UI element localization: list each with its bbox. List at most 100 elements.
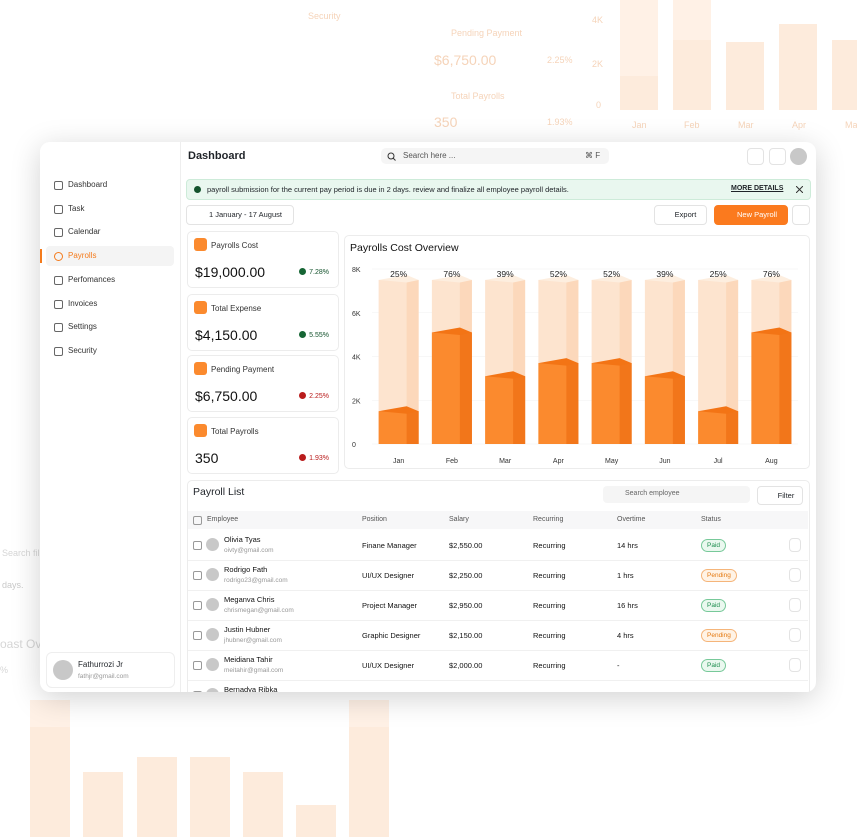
employee-avatar	[206, 628, 219, 641]
nav-item[interactable]: Calendar	[46, 222, 174, 242]
nav-item[interactable]: Security	[46, 341, 174, 361]
bar-annotation: 52%	[550, 269, 567, 279]
status-badge: Pending	[701, 629, 737, 642]
search-shortcut: ⌘ F	[585, 151, 601, 160]
row-menu[interactable]	[789, 658, 801, 672]
status-badge: Pending	[701, 569, 737, 582]
column-header[interactable]: Overtime	[617, 516, 646, 523]
nav-item[interactable]: Task	[46, 199, 174, 219]
salary: $2,950.00	[449, 601, 483, 610]
table-row: Justin Hubner jhubner@gmail.com Graphic De…	[188, 620, 808, 651]
bar-annotation: 39%	[656, 269, 673, 279]
table-row: Meganva Chris chrismegan@gmail.com Project…	[188, 590, 808, 621]
alert-link[interactable]: MORE DETAILS	[731, 185, 784, 192]
stat-change: 5.55%	[299, 331, 329, 339]
export-button[interactable]: Export	[654, 205, 707, 225]
status-badge: Paid	[701, 539, 727, 552]
nav-item[interactable]: Payrolls	[40, 246, 174, 267]
row-checkbox[interactable]	[193, 541, 202, 550]
alert-close[interactable]	[796, 186, 803, 193]
date-range-button[interactable]: 1 January - 17 August	[186, 205, 294, 225]
user-name: Fathurrozi Jr	[78, 660, 123, 669]
x-tick-label: May	[605, 458, 619, 465]
x-tick-label: Mar	[499, 458, 512, 465]
chart-title: Payrolls Cost Overview	[350, 242, 459, 254]
column-header[interactable]: Position	[362, 516, 387, 523]
recurring: Recurring	[533, 631, 566, 640]
employee-name: Justin Hubner	[224, 625, 271, 634]
salary: $2,550.00	[449, 541, 483, 550]
stat-icon	[194, 362, 207, 375]
bg-text: Pending Payment	[451, 28, 523, 38]
bar-top	[378, 274, 419, 283]
user-avatar	[53, 660, 73, 680]
row-checkbox[interactable]	[193, 571, 202, 580]
nav-item[interactable]: Dashboard	[46, 175, 174, 195]
user-card[interactable]: Fathurrozi Jr fathjr@gmail.com	[46, 652, 175, 688]
filter-label: Filter	[777, 491, 795, 500]
search-placeholder: Search here ...	[403, 151, 456, 160]
select-all[interactable]	[193, 516, 202, 525]
stat-value: $6,750.00	[195, 388, 258, 404]
stat-value: 350	[195, 450, 219, 466]
alert-banner: payroll submission for the current pay p…	[186, 179, 811, 200]
bg-text: May	[845, 120, 857, 130]
date-range: 1 January - 17 August	[209, 210, 282, 219]
stat-icon	[194, 424, 207, 437]
row-menu[interactable]	[789, 628, 801, 642]
table-row: Meidiana Tahir meitahir@gmail.com UI/UX De…	[188, 650, 808, 681]
change-value: 5.55%	[309, 332, 329, 339]
bg-text: Apr	[792, 120, 807, 130]
bar-top	[431, 327, 472, 335]
bg-text: $6,750.00	[434, 52, 497, 68]
bg-text: 1.93%	[547, 117, 573, 127]
row-menu[interactable]	[789, 568, 801, 582]
bar-side	[726, 411, 739, 444]
row-checkbox[interactable]	[193, 661, 202, 670]
row-checkbox[interactable]	[193, 601, 202, 610]
more-button[interactable]	[792, 205, 810, 225]
stat-label: Total Expense	[211, 304, 262, 313]
bar-side	[513, 376, 526, 444]
nav-icon	[54, 204, 63, 214]
bg-text: 4K	[592, 15, 604, 25]
position: UI/UX Designer	[362, 661, 415, 670]
alert-icon	[194, 186, 201, 193]
nav-label: Dashboard	[68, 180, 108, 189]
x-tick-label: Apr	[553, 458, 565, 465]
column-header[interactable]: Recurring	[533, 516, 564, 523]
bar-top	[591, 358, 632, 366]
table-search[interactable]: Search employee	[603, 486, 750, 503]
stat-label: Payrolls Cost	[211, 241, 259, 250]
nav-item[interactable]: Invoices	[46, 294, 174, 314]
row-checkbox[interactable]	[193, 631, 202, 640]
recurring: Recurring	[533, 571, 566, 580]
search-box[interactable]: Search here ... ⌘ F	[381, 148, 609, 164]
row-checkbox[interactable]	[193, 691, 202, 692]
row-menu[interactable]	[789, 598, 801, 612]
search-button[interactable]	[747, 148, 764, 165]
column-header[interactable]: Status	[701, 516, 721, 523]
filter-button[interactable]: Filter	[757, 486, 803, 505]
column-header[interactable]: Employee	[207, 516, 239, 523]
bg-text: 2.25%	[547, 55, 573, 65]
nav-label: Calendar	[68, 227, 101, 237]
bg-text: Total Payrolls	[451, 91, 505, 101]
overtime: 16 hrs	[617, 601, 638, 610]
bar-top	[698, 406, 739, 414]
nav-item[interactable]: Perfomances	[46, 270, 174, 290]
profile-avatar[interactable]	[790, 148, 807, 165]
overtime: 1 hrs	[617, 571, 634, 580]
nav-label: Security	[68, 345, 97, 355]
notifications-button[interactable]	[769, 148, 786, 165]
stat-card: Total Payrolls 350 1.93%	[187, 417, 339, 474]
x-tick-label: Jun	[659, 458, 670, 465]
employee-avatar	[206, 538, 219, 551]
x-tick-label: Jul	[714, 458, 723, 465]
stat-change: 2.25%	[299, 392, 329, 400]
column-header[interactable]: Salary	[449, 516, 469, 523]
new-payroll-button[interactable]: New Payroll	[714, 205, 788, 225]
row-menu[interactable]	[789, 538, 801, 552]
nav-item[interactable]: Settings	[46, 317, 174, 337]
bg-text: 2K	[592, 59, 604, 69]
